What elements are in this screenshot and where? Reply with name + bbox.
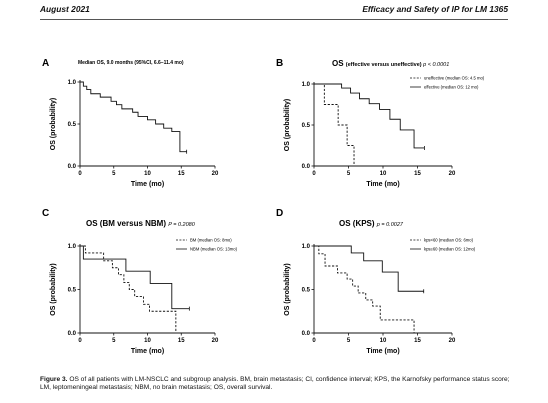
panel-title-main: OS (BM versus NBM)	[86, 219, 168, 228]
y-tick-label: 0.0	[68, 331, 77, 337]
header-rule	[40, 19, 508, 20]
x-axis-label: Time (mo)	[366, 181, 399, 188]
caption-text: OS of all patients with LM-NSCLC and sub…	[40, 376, 510, 392]
x-tick-label: 15	[178, 338, 185, 344]
p-value: P = 0.2080	[168, 222, 195, 228]
survival-curve-dashed	[80, 245, 182, 334]
y-tick-label: 1.0	[68, 80, 77, 86]
x-tick-label: 0	[312, 171, 316, 177]
panel-title-main: OS	[332, 59, 346, 68]
legend-entry: BM (median OS: 8mo)	[190, 238, 232, 243]
x-tick-label: 10	[144, 171, 151, 177]
x-tick-label: 0	[312, 338, 316, 344]
y-axis-label: OS (probability)	[50, 98, 57, 151]
legend-entry: kps≥60 (median OS: 12mo)	[424, 247, 476, 252]
panel-title: OS (effective versus uneffective) p < 0.…	[332, 59, 449, 68]
x-tick-label: 5	[112, 171, 116, 177]
x-tick-label: 15	[178, 171, 185, 177]
panel-title-comparison: (effective versus uneffective)	[346, 62, 423, 68]
y-axis-label: OS (probability)	[50, 263, 57, 316]
x-axis-label: Time (mo)	[366, 348, 399, 355]
panel-title: Median OS, 9.0 months (95%CI, 6.6–11.4 m…	[78, 60, 184, 66]
x-tick-label: 0	[78, 338, 82, 344]
y-tick-label: 0.5	[302, 288, 311, 294]
y-tick-label: 0.0	[302, 331, 311, 337]
running-header-date: August 2021	[40, 4, 90, 14]
survival-curve-dashed	[314, 245, 418, 334]
panel-label: A	[42, 58, 49, 69]
survival-curve-solid	[80, 245, 190, 310]
x-tick-label: 0	[78, 171, 82, 177]
panel-d: D OS (KPS) p = 0.0027 0.0 0.5 1.0 0 5 10 15 20 Tim…	[276, 208, 476, 355]
running-header-title: Efficacy and Safety of IP for LM 1365	[362, 4, 508, 14]
x-tick-label: 20	[449, 171, 456, 177]
panel-title-main: OS (KPS)	[339, 219, 377, 228]
survival-curve-solid	[80, 81, 187, 153]
p-value: p < 0.0001	[422, 62, 449, 68]
y-tick-label: 1.0	[302, 244, 311, 250]
legend-entry: effective (median OS: 12 mo)	[424, 85, 479, 90]
panel-a: A Median OS, 9.0 months (95%CI, 6.6–11.4 …	[42, 58, 219, 188]
x-tick-label: 10	[380, 338, 387, 344]
survival-curve-dashed	[314, 83, 357, 167]
caption-label: Figure 3.	[40, 376, 68, 383]
x-tick-label: 10	[380, 171, 387, 177]
panel-label: C	[42, 208, 49, 219]
y-axis-label: OS (probability)	[284, 263, 291, 316]
x-tick-label: 20	[212, 171, 219, 177]
survival-curve-solid	[314, 83, 425, 149]
legend-entry: uneffective (median OS: 4.5 mo)	[424, 76, 485, 81]
survival-curve-solid	[314, 245, 424, 292]
y-tick-label: 1.0	[68, 244, 77, 250]
legend-entry: kps<60 (median OS: 6mo)	[424, 238, 474, 243]
x-tick-label: 5	[347, 338, 351, 344]
panel-c: C OS (BM versus NBM) P = 0.2080 0.0 0.5 1.0 0…	[42, 208, 238, 355]
x-axis-label: Time (mo)	[131, 181, 164, 188]
figure-caption: Figure 3. OS of all patients with LM-NSC…	[40, 376, 510, 393]
panel-label: B	[276, 58, 283, 69]
x-tick-label: 5	[112, 338, 116, 344]
y-tick-label: 1.0	[302, 82, 311, 88]
y-axis-label: OS (probability)	[284, 99, 291, 152]
panel-title: OS (KPS) p = 0.0027	[339, 219, 404, 228]
y-tick-label: 0.5	[68, 122, 77, 128]
panel-b: B OS (effective versus uneffective) p < 0…	[276, 58, 485, 188]
p-value: p = 0.0027	[376, 222, 404, 228]
panel-title: OS (BM versus NBM) P = 0.2080	[86, 219, 196, 228]
x-tick-label: 20	[449, 338, 456, 344]
x-tick-label: 10	[144, 338, 151, 344]
y-tick-label: 0.0	[302, 164, 311, 170]
panel-label: D	[276, 208, 283, 219]
x-axis-label: Time (mo)	[131, 348, 164, 355]
x-tick-label: 5	[347, 171, 351, 177]
x-tick-label: 15	[414, 171, 421, 177]
y-tick-label: 0.5	[68, 288, 77, 294]
y-tick-label: 0.0	[68, 164, 77, 170]
x-tick-label: 15	[414, 338, 421, 344]
y-tick-label: 0.5	[302, 123, 311, 129]
x-tick-label: 20	[212, 338, 219, 344]
legend-entry: NBM (median OS: 13mo)	[190, 247, 238, 252]
